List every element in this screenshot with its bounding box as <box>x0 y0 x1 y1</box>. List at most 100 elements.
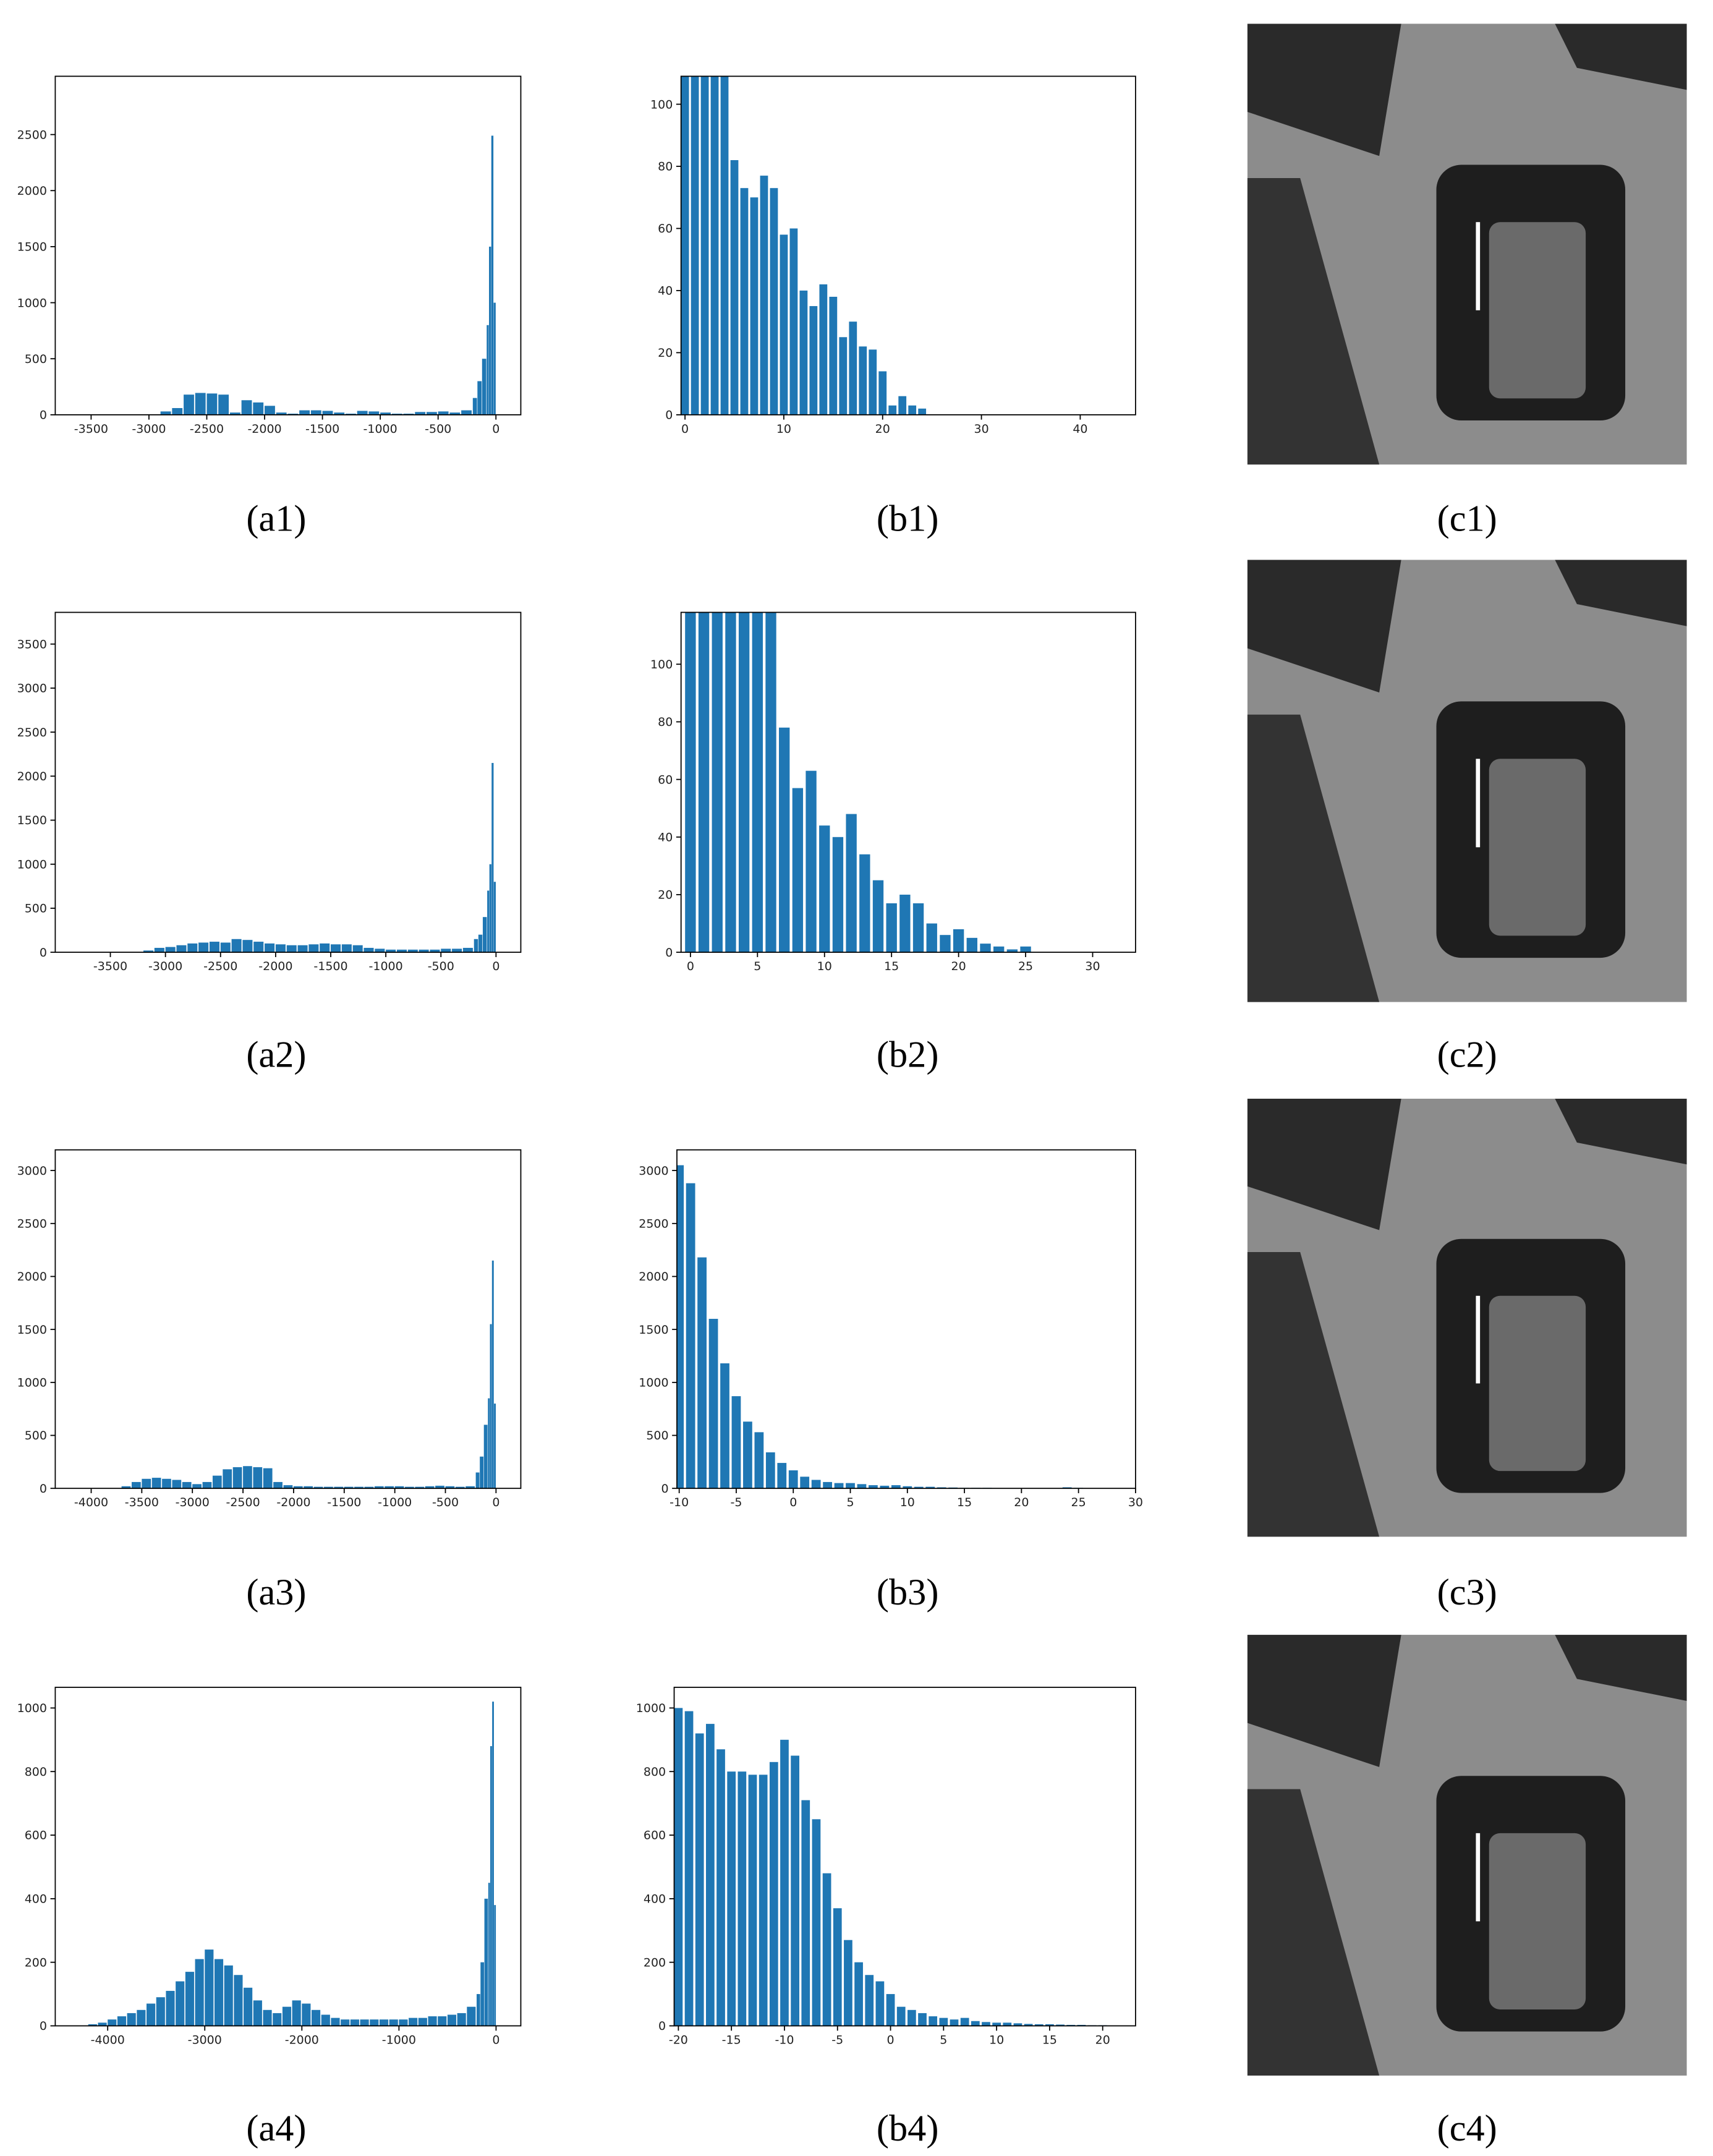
bar <box>172 1480 182 1489</box>
x-tick-label: -1000 <box>369 960 403 973</box>
bar <box>489 864 491 953</box>
y-tick-label: 800 <box>644 1765 666 1779</box>
x-tick-label: 20 <box>951 960 966 973</box>
bar <box>341 2019 350 2026</box>
x-tick-label: 30 <box>1085 960 1100 973</box>
bar <box>312 2009 321 2026</box>
bar <box>869 349 877 415</box>
bar <box>360 2019 369 2026</box>
bar <box>287 414 299 415</box>
bar <box>465 1486 475 1489</box>
x-tick-label: 5 <box>754 960 761 973</box>
y-tick-label: 3000 <box>17 1164 47 1178</box>
bar <box>242 940 253 953</box>
bar <box>480 1962 484 2026</box>
bar <box>878 371 887 415</box>
bar <box>712 612 723 953</box>
bar <box>430 949 440 953</box>
bar <box>737 1771 747 2026</box>
bar <box>926 923 937 953</box>
y-tick-label: 1000 <box>17 1376 47 1390</box>
y-tick-label: 60 <box>658 222 673 236</box>
x-tick-label: -3000 <box>188 2034 222 2047</box>
bar <box>725 612 736 953</box>
x-tick-label: 5 <box>846 1496 854 1509</box>
bar <box>142 1478 151 1489</box>
bar <box>875 1981 885 2026</box>
bar <box>253 942 264 953</box>
panel-label: (a2) <box>246 1034 306 1076</box>
x-tick-label: 30 <box>1128 1496 1143 1509</box>
bar <box>992 2022 1001 2026</box>
bar <box>117 2016 127 2026</box>
bar <box>475 1472 480 1489</box>
bar <box>220 942 231 953</box>
bar <box>809 306 818 415</box>
y-tick-label: 1500 <box>639 1323 668 1337</box>
y-tick-label: 500 <box>25 352 47 366</box>
x-tick-label: -2000 <box>258 960 292 973</box>
bar <box>914 1486 924 1489</box>
bar <box>880 1485 890 1489</box>
photo <box>1247 1635 1687 2076</box>
bar <box>846 1483 855 1489</box>
panel-label: (a1) <box>246 498 306 540</box>
bar <box>223 1469 232 1489</box>
x-tick-label: -2000 <box>285 2034 319 2047</box>
axes-frame <box>54 75 522 415</box>
y-tick-label: 40 <box>658 830 673 844</box>
photo-shadow <box>1555 1099 1687 1165</box>
bar <box>811 1480 821 1489</box>
y-tick-label: 500 <box>25 902 47 916</box>
bar <box>192 1484 202 1489</box>
x-tick-label: 30 <box>974 422 988 436</box>
bar <box>477 1994 480 2026</box>
y-tick-label: 0 <box>40 2019 47 2033</box>
bar <box>391 414 402 415</box>
bar <box>982 2022 990 2026</box>
bar <box>253 1467 263 1489</box>
x-tick-label: -4000 <box>74 1496 108 1509</box>
bar <box>310 410 321 415</box>
bar <box>477 381 482 415</box>
bar <box>273 1481 283 1489</box>
x-tick-label: -1500 <box>305 422 339 436</box>
x-tick-label: 25 <box>1071 1496 1086 1509</box>
bar <box>859 346 867 415</box>
bar <box>185 1972 194 2026</box>
y-tick-label: 3000 <box>639 1164 668 1178</box>
bar <box>869 1485 878 1489</box>
bar <box>993 946 1005 953</box>
bar <box>1056 2024 1065 2026</box>
bar <box>1024 2024 1033 2026</box>
x-tick-label: -15 <box>722 2034 741 2047</box>
bar <box>854 1962 863 2026</box>
bar <box>898 396 907 415</box>
bar <box>273 2013 282 2026</box>
bar <box>441 948 451 953</box>
x-tick-label: -3000 <box>176 1496 210 1509</box>
y-tick-label: 400 <box>644 1893 666 1906</box>
bar <box>172 407 183 415</box>
bar <box>494 1404 496 1489</box>
bar <box>363 948 374 953</box>
x-tick-label: -2500 <box>203 960 237 973</box>
bar <box>394 1486 404 1489</box>
x-tick-label: 0 <box>681 422 689 436</box>
bar <box>324 1486 333 1489</box>
bar <box>198 942 209 953</box>
bar <box>494 1905 496 2026</box>
bar <box>674 1708 683 2026</box>
bar <box>727 1771 736 2026</box>
bar <box>491 135 494 415</box>
x-tick-label: -1000 <box>378 1496 412 1509</box>
panel-label: (c3) <box>1437 1572 1497 1613</box>
x-tick-label: -3000 <box>148 960 182 973</box>
bar <box>438 411 449 415</box>
bar <box>375 948 385 953</box>
bar <box>419 949 429 953</box>
bar <box>478 934 483 953</box>
x-tick-label: 40 <box>1073 422 1087 436</box>
bar <box>341 944 352 953</box>
bar <box>253 2000 262 2026</box>
